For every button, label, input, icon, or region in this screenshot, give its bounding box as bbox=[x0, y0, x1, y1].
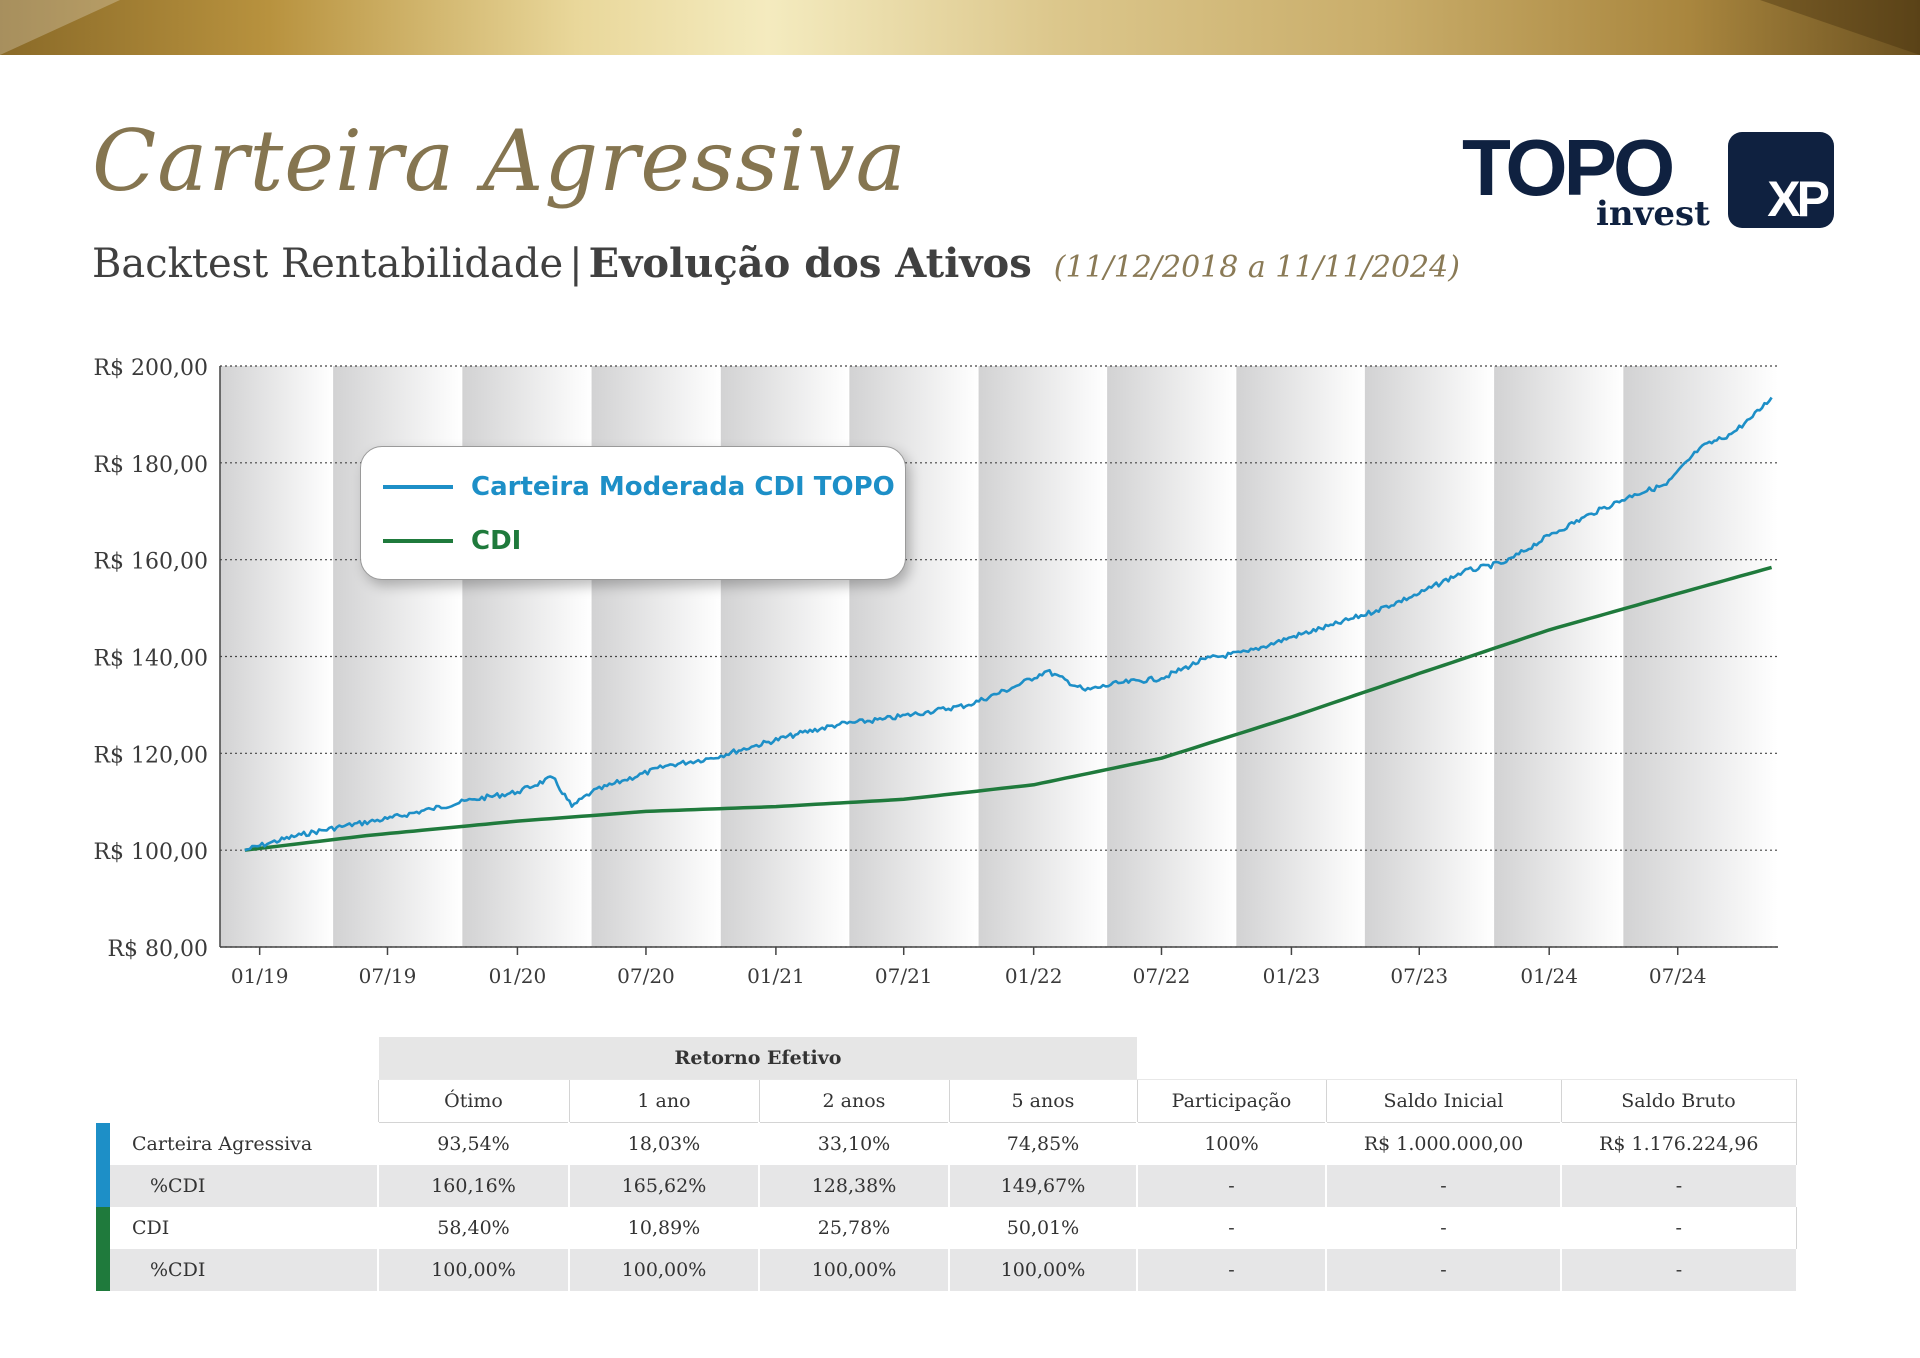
table-row: %CDI 160,16% 165,62% 128,38% 149,67% - -… bbox=[96, 1165, 1796, 1207]
table-cell: 100,00% bbox=[948, 1249, 1137, 1291]
column-header: 2 anos bbox=[758, 1079, 949, 1123]
subtitle-separator: | bbox=[569, 241, 583, 287]
row-label: %CDI bbox=[96, 1249, 378, 1291]
table-cell: 165,62% bbox=[568, 1165, 759, 1207]
row-label: CDI bbox=[96, 1207, 378, 1249]
y-tick-label: R$ 200,00 bbox=[93, 356, 208, 381]
topo-invest-logo: TOPO invest bbox=[1462, 123, 1710, 235]
legend-item-cdi: CDI bbox=[383, 521, 521, 561]
table-cell: 25,78% bbox=[758, 1207, 949, 1249]
table-cell: R$ 1.000.000,00 bbox=[1325, 1122, 1561, 1165]
x-tick-label: 07/23 bbox=[1390, 964, 1448, 988]
period-range: (11/12/2018 a 11/11/2024) bbox=[1053, 250, 1460, 285]
returns-table: Retorno Efetivo Ótimo 1 ano 2 anos 5 ano… bbox=[96, 1037, 1797, 1291]
x-tick-label: 01/19 bbox=[231, 964, 289, 988]
column-header: Saldo Inicial bbox=[1325, 1079, 1561, 1123]
table-cell: - bbox=[1325, 1165, 1561, 1207]
column-header: 1 ano bbox=[568, 1079, 759, 1123]
decorative-top-bar bbox=[0, 0, 1920, 55]
series-line-portfolio bbox=[244, 396, 1773, 852]
table-cell: 100,00% bbox=[568, 1249, 759, 1291]
table-cell: 149,67% bbox=[948, 1165, 1137, 1207]
chart-legend: Carteira Moderada CDI TOPO CDI bbox=[360, 446, 906, 580]
table-row: Carteira Agressiva 93,54% 18,03% 33,10% … bbox=[96, 1122, 1797, 1165]
y-tick-label: R$ 140,00 bbox=[93, 647, 208, 672]
y-tick-label: R$ 160,00 bbox=[93, 550, 208, 575]
table-cell: - bbox=[1560, 1249, 1796, 1291]
x-tick-label: 01/23 bbox=[1263, 964, 1321, 988]
page-subtitle: Backtest Rentabilidade | Evolução dos Ativ… bbox=[92, 240, 1460, 287]
column-header: 5 anos bbox=[948, 1079, 1137, 1123]
table-cell: 10,89% bbox=[568, 1207, 759, 1249]
table-header-spacer bbox=[1137, 1037, 1796, 1080]
line-chart: R$ 80,00 R$ 100,00 R$ 120,00 R$ 140,00 R$ 16… bbox=[93, 356, 1778, 988]
chart-band bbox=[1494, 366, 1624, 947]
table-cell: - bbox=[1325, 1207, 1561, 1249]
subtitle-bold: Evolução dos Ativos bbox=[588, 240, 1032, 287]
legend-swatch-cdi bbox=[383, 539, 453, 543]
column-header: Saldo Bruto bbox=[1560, 1079, 1797, 1123]
table-cell: 50,01% bbox=[948, 1207, 1137, 1249]
table-cell: - bbox=[1560, 1165, 1796, 1207]
table-cell: 100,00% bbox=[758, 1249, 949, 1291]
x-tick-label: 01/21 bbox=[747, 964, 805, 988]
table-row: CDI 58,40% 10,89% 25,78% 50,01% - - - bbox=[96, 1207, 1797, 1249]
xp-logo-word: XP bbox=[1767, 171, 1830, 227]
column-header-empty bbox=[103, 1080, 378, 1123]
legend-item-portfolio: Carteira Moderada CDI TOPO bbox=[383, 467, 895, 507]
legend-label-cdi: CDI bbox=[471, 526, 522, 556]
y-tick-label: R$ 100,00 bbox=[93, 840, 208, 865]
table-cell: 160,16% bbox=[377, 1165, 569, 1207]
chart-band bbox=[978, 366, 1108, 947]
table-cell: 58,40% bbox=[377, 1207, 569, 1249]
legend-swatch-portfolio bbox=[383, 485, 453, 489]
xp-logo: XP bbox=[1728, 132, 1834, 228]
group-header: Retorno Efetivo bbox=[377, 1037, 1137, 1080]
table-cell: 100,00% bbox=[377, 1249, 569, 1291]
subtitle-regular: Backtest Rentabilidade bbox=[92, 241, 564, 287]
x-tick-label: 01/24 bbox=[1520, 964, 1578, 988]
table-row: %CDI 100,00% 100,00% 100,00% 100,00% - -… bbox=[96, 1249, 1796, 1291]
x-tick-label: 01/20 bbox=[489, 964, 547, 988]
y-tick-label: R$ 120,00 bbox=[93, 743, 208, 768]
x-tick-label: 07/22 bbox=[1133, 964, 1191, 988]
table-cell: 100% bbox=[1136, 1122, 1326, 1165]
column-header: Participação bbox=[1136, 1079, 1326, 1123]
x-tick-label: 07/21 bbox=[875, 964, 933, 988]
table-cell: R$ 1.176.224,96 bbox=[1560, 1122, 1797, 1165]
table-cell: 18,03% bbox=[568, 1122, 759, 1165]
row-label: %CDI bbox=[96, 1165, 378, 1207]
column-header: Ótimo bbox=[377, 1079, 569, 1123]
table-cell: 128,38% bbox=[758, 1165, 949, 1207]
x-tick-label: 07/20 bbox=[617, 964, 675, 988]
x-tick-label: 07/19 bbox=[359, 964, 417, 988]
table-cell: 74,85% bbox=[948, 1122, 1137, 1165]
y-tick-label: R$ 80,00 bbox=[107, 937, 208, 962]
y-tick-label: R$ 180,00 bbox=[93, 453, 208, 478]
table-cell: - bbox=[1136, 1249, 1326, 1291]
x-tick-label: 07/24 bbox=[1649, 964, 1707, 988]
table-corner bbox=[103, 1037, 378, 1080]
table-cell: - bbox=[1136, 1165, 1326, 1207]
series-line-cdi bbox=[244, 565, 1773, 852]
legend-label-portfolio: Carteira Moderada CDI TOPO bbox=[471, 472, 895, 502]
page-title: Carteira Agressiva bbox=[92, 112, 907, 210]
table-cell: 33,10% bbox=[758, 1122, 949, 1165]
table-cell: - bbox=[1325, 1249, 1561, 1291]
table-cell: - bbox=[1560, 1207, 1797, 1249]
table-cell: 93,54% bbox=[377, 1122, 569, 1165]
table-cell: - bbox=[1136, 1207, 1326, 1249]
row-label: Carteira Agressiva bbox=[96, 1122, 378, 1165]
x-tick-label: 01/22 bbox=[1005, 964, 1063, 988]
topo-logo-sub: invest bbox=[1596, 194, 1710, 234]
topo-logo-word: TOPO bbox=[1462, 123, 1675, 212]
